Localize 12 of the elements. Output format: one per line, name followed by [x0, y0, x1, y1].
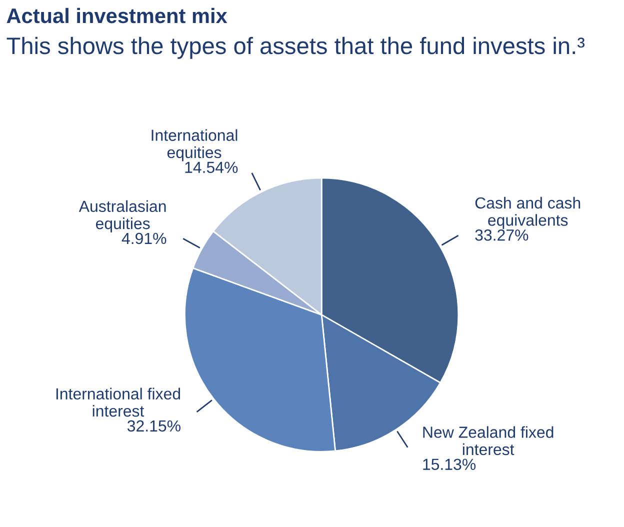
- slice-label: Australasian equities: [78, 200, 166, 232]
- data-label: 4.91%: [122, 232, 166, 244]
- data-label: 15.13%: [423, 458, 476, 470]
- data-label: 14.54%: [185, 162, 238, 174]
- slice-label: Cash and cash equivalents: [475, 196, 580, 229]
- chart-title: Actual investment mix: [6, 8, 228, 24]
- data-label: 32.15%: [127, 420, 180, 432]
- slice-label: New Zealand fixed interest: [423, 426, 554, 456]
- slice-label: International equities: [152, 129, 238, 162]
- data-label: 33.27%: [475, 229, 528, 241]
- slice-label: International fixed interest: [56, 388, 180, 417]
- chart-subtitle: This shows the types of assets that the fund invests in.³: [6, 36, 585, 59]
